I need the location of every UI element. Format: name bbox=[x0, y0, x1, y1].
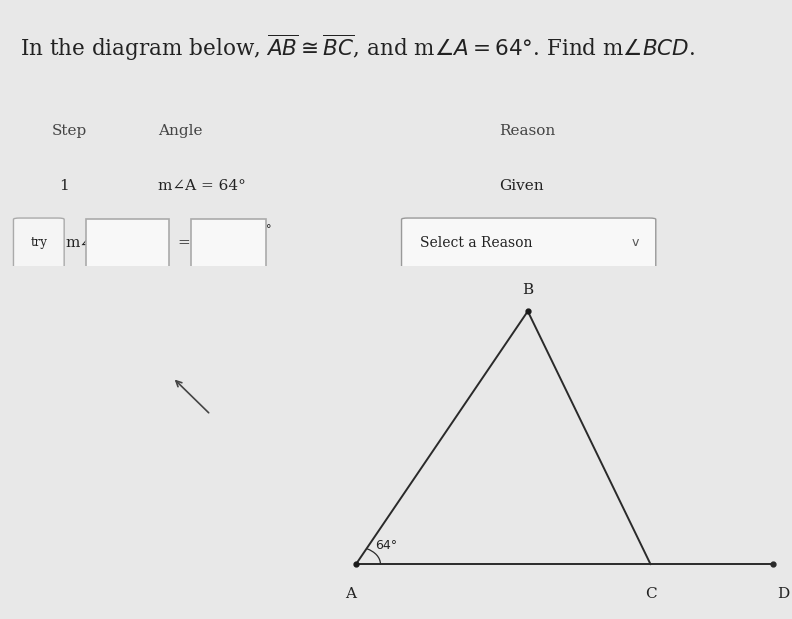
Text: In the diagram below, $\overline{AB} \cong \overline{BC}$, and m$\angle A = 64°$: In the diagram below, $\overline{AB} \co… bbox=[20, 32, 695, 63]
Text: 64°: 64° bbox=[375, 539, 398, 552]
Text: Step: Step bbox=[51, 124, 87, 138]
Text: A: A bbox=[345, 587, 356, 601]
Text: v: v bbox=[631, 236, 639, 249]
Text: try: try bbox=[30, 236, 48, 249]
Text: °: ° bbox=[266, 225, 272, 235]
Text: m∠A = 64°: m∠A = 64° bbox=[158, 180, 246, 193]
FancyBboxPatch shape bbox=[402, 218, 656, 267]
Text: Angle: Angle bbox=[158, 124, 203, 138]
Text: C: C bbox=[645, 587, 657, 601]
FancyBboxPatch shape bbox=[191, 219, 266, 267]
FancyBboxPatch shape bbox=[13, 218, 64, 267]
Text: Reason: Reason bbox=[499, 124, 555, 138]
Text: B: B bbox=[522, 284, 533, 297]
Text: m∠: m∠ bbox=[66, 236, 93, 250]
Text: 1: 1 bbox=[59, 180, 69, 193]
FancyBboxPatch shape bbox=[86, 219, 169, 267]
Text: Given: Given bbox=[499, 180, 543, 193]
Text: Select a Reason: Select a Reason bbox=[420, 236, 532, 250]
Text: =: = bbox=[177, 236, 190, 250]
Text: D: D bbox=[777, 587, 790, 601]
